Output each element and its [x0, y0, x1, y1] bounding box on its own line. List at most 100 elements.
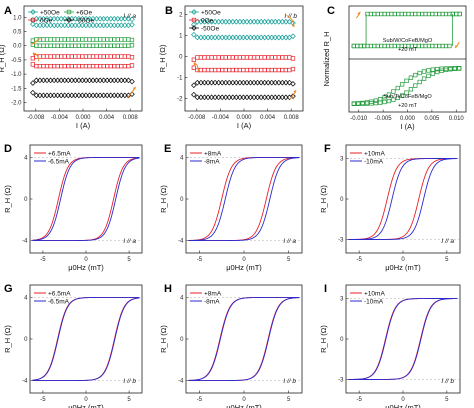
- data-point: [290, 56, 296, 61]
- data-point: [220, 67, 225, 73]
- data-point: [379, 43, 384, 49]
- data-point: [129, 55, 135, 60]
- data-point: [368, 11, 374, 17]
- legend-label: -6.5mA: [48, 158, 70, 165]
- data-point: [351, 101, 357, 107]
- x-tick-label: 5: [127, 257, 131, 263]
- data-point: [426, 68, 431, 73]
- x-tick-label: 5: [287, 257, 291, 263]
- data-point: [97, 54, 103, 59]
- series--8mA: [188, 157, 300, 241]
- x-axis-label: μ0Hz (mT): [226, 263, 262, 272]
- data-point: [59, 37, 64, 42]
- data-point: [276, 55, 281, 60]
- x-axis-label: μ0Hz (mT): [385, 403, 421, 408]
- data-point: [112, 64, 117, 69]
- data-point: [105, 54, 110, 59]
- panel-label: C: [327, 5, 335, 17]
- branch-up: [188, 297, 300, 381]
- data-point: [287, 55, 292, 60]
- data-point: [59, 43, 64, 48]
- data-point: [191, 82, 197, 89]
- data-point: [248, 67, 253, 73]
- data-point: [115, 54, 120, 59]
- legend-entry: -8mA: [190, 158, 220, 165]
- data-point: [30, 17, 36, 23]
- data-point: [119, 64, 124, 69]
- panel-label: H: [164, 283, 172, 295]
- data-point: [392, 43, 397, 49]
- data-point: [382, 11, 387, 17]
- data-point: [433, 11, 438, 17]
- data-point: [351, 43, 357, 49]
- data-point: [44, 37, 50, 42]
- data-point: [73, 64, 78, 69]
- y-axis-label: R_H (Ω): [319, 325, 328, 353]
- legend-label: 0Oe: [201, 17, 214, 24]
- data-point: [373, 98, 378, 103]
- branch-up: [188, 157, 300, 241]
- data-point: [437, 11, 442, 17]
- branch-down: [32, 157, 140, 241]
- panel-label: B: [165, 5, 173, 17]
- data-point: [409, 11, 415, 17]
- y-axis-label: R_H (Ω): [0, 44, 6, 72]
- data-point: [287, 67, 292, 73]
- data-point: [191, 9, 197, 15]
- data-point: [30, 89, 36, 96]
- sweep-arrow: [32, 52, 40, 62]
- data-point: [360, 101, 365, 106]
- x-axis-label: μ0Hz (mT): [226, 403, 262, 408]
- data-point: [126, 54, 131, 59]
- data-point: [30, 9, 36, 15]
- data-point: [202, 55, 207, 60]
- data-point: [66, 54, 71, 59]
- data-point: [413, 11, 418, 17]
- data-point: [364, 101, 370, 106]
- data-point: [94, 64, 99, 69]
- data-point: [112, 43, 117, 48]
- data-point: [198, 67, 204, 73]
- series-0Oe: [30, 54, 135, 69]
- data-point: [417, 70, 422, 76]
- data-point: [227, 67, 232, 73]
- x-tick-label: -5: [40, 257, 46, 263]
- data-point: [191, 31, 197, 38]
- data-point: [41, 37, 46, 42]
- data-point: [69, 43, 74, 48]
- data-point: [90, 37, 96, 42]
- legend-entry: +10mA: [350, 290, 385, 297]
- data-point: [129, 43, 135, 48]
- current-direction-label: I // a: [123, 13, 136, 20]
- data-point: [191, 25, 197, 31]
- data-point: [361, 43, 367, 49]
- data-point: [369, 101, 374, 106]
- y-tick-label: -4: [22, 239, 28, 245]
- data-point: [386, 92, 392, 97]
- legend-label: -6.5mA: [48, 298, 70, 305]
- legend-entry: +6.5mA: [34, 290, 71, 297]
- data-point: [262, 67, 267, 73]
- data-point: [439, 68, 444, 73]
- data-point: [112, 54, 117, 59]
- data-point: [66, 43, 71, 48]
- x-tick-label: 0.004: [99, 115, 115, 121]
- panel-C: C -0.010 -0.005 0.000 0.005 0.010 I (A) Normali…: [322, 5, 467, 131]
- data-point: [378, 97, 383, 102]
- data-point: [391, 89, 396, 94]
- data-point: [126, 37, 131, 42]
- panel-I: I -5 0 5 3 0 -3 μ0Hz (mT) R_H (Ω) +10mA-10mA I // …: [319, 283, 461, 408]
- data-point: [51, 54, 57, 59]
- legend-entry: +10mA: [350, 150, 385, 157]
- data-point: [220, 55, 225, 60]
- legend-label: +50Oe: [201, 9, 221, 16]
- data-point: [230, 67, 235, 73]
- legend-label: +10mA: [364, 150, 385, 157]
- series-+8mA: [188, 157, 300, 241]
- y-tick-label: 0.0: [13, 44, 22, 50]
- data-point: [80, 43, 85, 48]
- branch-up: [348, 298, 458, 380]
- current-direction-label: I // b: [284, 13, 297, 20]
- data-point: [101, 43, 106, 48]
- data-point: [126, 64, 131, 69]
